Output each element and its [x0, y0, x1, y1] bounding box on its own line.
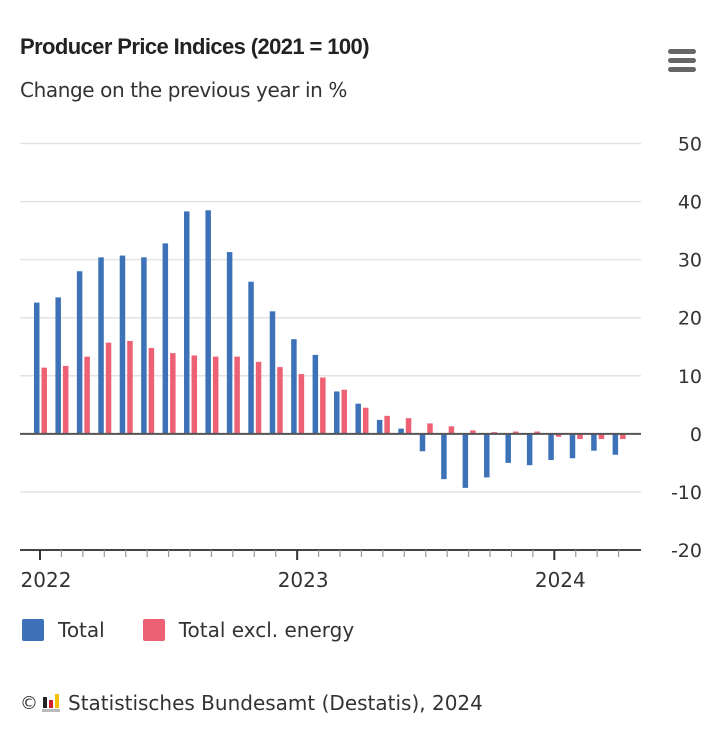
bar-total — [569, 433, 576, 459]
x-tick-label: 2024 — [535, 568, 586, 592]
bar-total — [291, 339, 297, 434]
bar-excl-energy — [277, 367, 283, 434]
bar-excl-energy — [534, 431, 540, 434]
y-tick-label: 50 — [678, 134, 702, 156]
legend-label-total: Total — [58, 618, 105, 642]
bar-total — [355, 403, 361, 434]
bar-excl-energy — [555, 433, 562, 437]
bar-excl-energy — [405, 418, 412, 434]
bar-excl-energy — [62, 365, 69, 434]
axes — [20, 432, 641, 551]
bar-excl-energy — [362, 407, 369, 434]
legend-label-excl-energy: Total excl. energy — [178, 618, 355, 642]
y-tick-label: 40 — [678, 192, 702, 214]
bar-total — [376, 419, 383, 434]
bar-excl-energy — [427, 423, 433, 434]
bars — [34, 210, 626, 488]
bar-total — [334, 391, 340, 434]
bar-total — [441, 433, 447, 480]
bar-excl-energy — [512, 431, 519, 434]
bar-total — [119, 255, 126, 434]
bar-excl-energy — [127, 340, 133, 434]
bar-total — [162, 243, 169, 434]
bar-excl-energy — [84, 356, 90, 434]
bar-total — [205, 210, 211, 434]
bar-total — [141, 257, 147, 434]
bar-excl-energy — [255, 361, 262, 434]
menu-line — [668, 49, 696, 54]
bar-excl-energy — [234, 356, 240, 434]
legend-item-excl-energy[interactable]: Total excl. energy — [142, 618, 355, 642]
bar-total — [312, 354, 319, 434]
legend-swatch-excl-energy — [142, 619, 165, 641]
y-tick-label: 20 — [678, 308, 702, 330]
bar-total — [484, 433, 490, 478]
bar-excl-energy — [620, 433, 626, 440]
y-tick-label: -20 — [671, 540, 702, 562]
bar-total — [591, 433, 597, 451]
copyright-symbol: © — [20, 692, 38, 714]
bar-excl-energy — [148, 347, 155, 434]
bar-excl-energy — [470, 430, 476, 434]
legend-swatch-total — [22, 619, 44, 641]
bar-total — [55, 297, 61, 434]
legend: Total Total excl. energy — [22, 618, 392, 642]
chart-title: Producer Price Indices (2021 = 100) — [20, 34, 370, 59]
bar-total — [184, 211, 190, 434]
bar-total — [226, 252, 233, 434]
destatis-logo-icon — [42, 694, 60, 712]
bar-total — [526, 433, 533, 466]
bar-total — [98, 257, 104, 434]
bar-excl-energy — [577, 433, 583, 440]
x-tick-label: 2022 — [21, 568, 72, 592]
bar-total — [548, 433, 554, 460]
bar-excl-energy — [191, 355, 198, 434]
legend-item-total[interactable]: Total — [22, 618, 105, 642]
bar-excl-energy — [384, 415, 390, 434]
bar-excl-energy — [170, 353, 176, 434]
menu-line — [668, 67, 696, 72]
bar-total — [505, 433, 511, 463]
bar-total — [462, 433, 469, 488]
bar-excl-energy — [341, 389, 348, 434]
bar-excl-energy — [212, 356, 219, 434]
menu-line — [668, 58, 696, 63]
y-tick-label: 0 — [690, 424, 702, 446]
bar-excl-energy — [298, 374, 305, 434]
bar-total — [34, 302, 40, 434]
bar-excl-energy — [598, 433, 605, 440]
bar-excl-energy — [41, 367, 47, 434]
bar-total — [419, 433, 426, 452]
bar-total — [612, 433, 619, 455]
bar-excl-energy — [448, 426, 455, 434]
hamburger-menu-icon[interactable] — [664, 46, 700, 78]
bar-total — [269, 311, 276, 434]
y-tick-label: -10 — [671, 482, 702, 504]
x-axis-ticks: 2022 2023 2024 — [21, 550, 620, 592]
bar-total — [398, 428, 404, 434]
bar-total — [76, 271, 83, 434]
bar-excl-energy — [320, 377, 326, 434]
y-axis-ticks: 50 40 30 20 10 0 -10 -20 — [671, 134, 702, 563]
gridlines — [20, 142, 641, 493]
x-tick-label: 2023 — [278, 568, 329, 592]
bar-total — [248, 281, 254, 434]
credits-text: Statistisches Bundesamt (Destatis), 2024 — [68, 691, 483, 715]
bar-excl-energy — [105, 342, 112, 434]
bar-chart: 50 40 30 20 10 0 -10 -20 2022 2023 2024 — [20, 134, 702, 592]
y-tick-label: 30 — [678, 250, 702, 272]
credits[interactable]: © Statistisches Bundesamt (Destatis), 20… — [20, 691, 483, 715]
y-tick-label: 10 — [678, 366, 702, 388]
chart-subtitle: Change on the previous year in % — [20, 78, 348, 102]
